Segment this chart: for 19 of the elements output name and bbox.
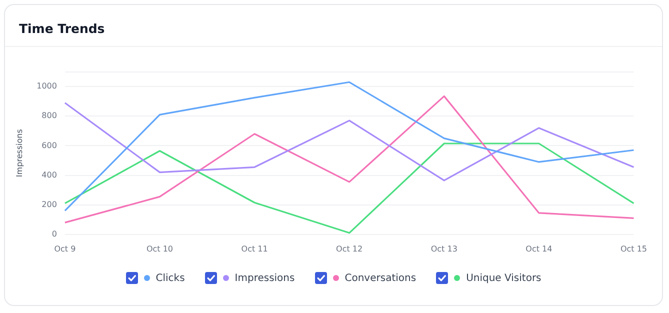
y-tick-label: 0 — [52, 229, 57, 238]
legend-label: Conversations — [344, 272, 416, 284]
y-tick-label: 800 — [42, 111, 57, 120]
x-tick-label: Oct 12 — [336, 244, 363, 254]
x-tick-label: Oct 9 — [54, 244, 76, 254]
x-tick-label: Oct 13 — [430, 244, 458, 254]
legend-label: Unique Visitors — [466, 272, 542, 284]
x-tick-label: Oct 10 — [146, 244, 174, 254]
legend-label: Impressions — [234, 272, 295, 284]
y-tick-label: 400 — [42, 170, 57, 180]
y-tick-label: 200 — [42, 200, 57, 209]
x-tick-label: Oct 11 — [241, 244, 268, 254]
y-tick-label: 1000 — [36, 82, 57, 91]
legend-label: Clicks — [156, 272, 185, 284]
chart-title: Time Trends — [5, 5, 662, 47]
y-axis-title: Impressions — [14, 129, 24, 178]
y-tick-label: 600 — [42, 140, 57, 150]
x-tick-label: Oct 14 — [526, 244, 552, 254]
x-tick-label: Oct 15 — [620, 244, 648, 254]
